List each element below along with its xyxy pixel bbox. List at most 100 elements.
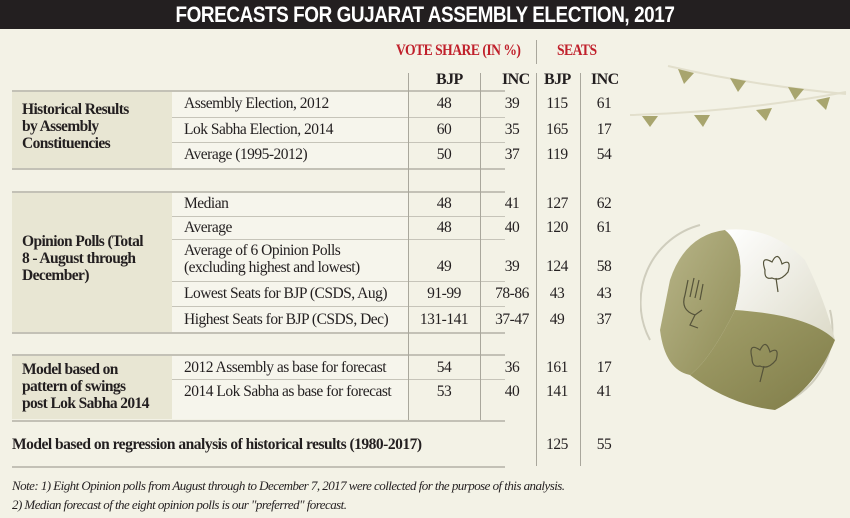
summary-cell-seats-inc: 55 — [596, 436, 612, 453]
header-vote-share: VOTE SHARE (IN %) — [396, 42, 521, 59]
row-divider — [12, 191, 505, 193]
pennant-icon — [642, 116, 658, 127]
cell-vote-inc: 40 — [504, 383, 520, 400]
row-divider — [12, 466, 505, 468]
cell-vote-bjp: 49 — [436, 258, 452, 275]
row-label: Lok Sabha Election, 2014 — [184, 121, 334, 138]
row-divider — [172, 239, 505, 240]
bunting-decoration — [630, 65, 847, 127]
row-label: 2012 Assembly as base for forecast — [184, 359, 387, 376]
cell-vote-bjp: 50 — [436, 146, 452, 163]
row-label-line: Average of 6 Opinion Polls — [184, 242, 341, 259]
cell-seats-bjp: 119 — [546, 146, 568, 163]
cell-seats-bjp: 141 — [546, 383, 568, 400]
group3-rows-bg — [172, 355, 408, 419]
group2-label-cell — [12, 192, 172, 333]
row-divider — [12, 354, 505, 356]
hand-symbol-icon — [683, 277, 704, 329]
pennant-icon — [730, 78, 746, 92]
lotus-symbol-icon — [750, 343, 778, 383]
cell-vote-inc: 39 — [504, 95, 520, 112]
page-title: FORECASTS FOR GUJARAT ASSEMBLY ELECTION,… — [59, 0, 791, 29]
row-label: Lowest Seats for BJP (CSDS, Aug) — [184, 285, 388, 302]
group1-label-cell — [12, 92, 172, 168]
cell-seats-bjp: 115 — [546, 95, 568, 112]
cell-vote-inc: 36 — [504, 359, 520, 376]
cell-vote-bjp: 48 — [436, 95, 452, 112]
cell-seats-bjp: 43 — [549, 285, 565, 302]
group2-label-line: December) — [22, 267, 89, 284]
row-divider — [172, 379, 505, 380]
cell-seats-inc: 17 — [596, 359, 612, 376]
cell-vote-inc: 35 — [504, 121, 520, 138]
group2-label: Opinion Polls (Total 8 - August through … — [22, 233, 144, 284]
column-divider — [580, 90, 581, 466]
cell-vote-inc: 37 — [504, 146, 520, 163]
cell-seats-inc: 61 — [596, 219, 612, 236]
header-divider — [536, 40, 537, 64]
row-divider — [172, 117, 505, 118]
header-divider — [480, 73, 481, 90]
note-line-2: 2) Median forecast of the eight opinion … — [12, 497, 347, 512]
cell-seats-bjp: 124 — [546, 258, 568, 275]
row-divider — [172, 216, 505, 217]
row-label: Median — [184, 195, 229, 212]
cell-vote-bjp: 91-99 — [427, 285, 461, 302]
cell-vote-inc: 37-47 — [495, 311, 529, 328]
group2-label-line: Opinion Polls (Total — [22, 233, 144, 250]
cell-seats-inc: 41 — [596, 383, 612, 400]
cell-seats-bjp: 161 — [546, 359, 568, 376]
group3-label-line: pattern of swings — [22, 378, 126, 395]
group1-rows-bg — [172, 92, 408, 168]
cell-vote-inc: 40 — [504, 219, 520, 236]
cell-seats-inc: 58 — [596, 258, 612, 275]
group3-label-line: post Lok Sabha 2014 — [22, 395, 149, 412]
cell-seats-inc: 37 — [596, 311, 612, 328]
group1-label-line: by Assembly — [22, 118, 99, 135]
note-line-1: Note: 1) Eight Opinion polls from August… — [12, 478, 565, 493]
column-divider — [480, 90, 481, 420]
pennant-icon — [788, 87, 804, 100]
cell-vote-bjp: 48 — [436, 195, 452, 212]
column-divider — [536, 90, 537, 466]
title-bar: FORECASTS FOR GUJARAT ASSEMBLY ELECTION,… — [0, 0, 850, 29]
group3-label-cell — [12, 355, 172, 419]
cell-seats-inc: 62 — [596, 195, 612, 212]
row-label: Average of 6 Opinion Polls (excluding hi… — [184, 242, 360, 276]
dice-illustration — [640, 224, 835, 410]
group2-label-line: 8 - August through — [22, 250, 136, 267]
row-label-line: (excluding highest and lowest) — [184, 259, 360, 276]
pennant-icon — [694, 115, 710, 127]
row-divider — [12, 168, 505, 170]
row-label: Average (1995-2012) — [184, 146, 308, 163]
lotus-symbol-icon — [762, 255, 790, 293]
cell-seats-bjp: 120 — [546, 219, 568, 236]
row-divider — [12, 90, 505, 92]
cell-seats-inc: 54 — [596, 146, 612, 163]
header-divider — [408, 73, 409, 90]
cell-vote-bjp: 48 — [436, 219, 452, 236]
cell-vote-bjp: 60 — [436, 121, 452, 138]
cell-seats-inc: 61 — [596, 95, 612, 112]
cell-vote-bjp: 131-141 — [419, 311, 469, 328]
group1-label: Historical Results by Assembly Constitue… — [22, 101, 129, 152]
header-seats: SEATS — [557, 42, 597, 59]
pennant-icon — [756, 108, 772, 121]
header-divider — [580, 73, 581, 90]
cell-seats-bjp: 165 — [546, 121, 568, 138]
row-divider — [172, 306, 505, 307]
cell-vote-inc: 41 — [504, 195, 520, 212]
cell-seats-inc: 43 — [596, 285, 612, 302]
row-label: Assembly Election, 2012 — [184, 95, 329, 112]
group3-label-line: Model based on — [22, 361, 118, 378]
cell-vote-inc: 78-86 — [495, 285, 529, 302]
dice-face-right — [725, 229, 835, 340]
group2-rows-bg — [172, 192, 408, 333]
pennant-icon — [816, 97, 830, 110]
dice-face-left — [660, 230, 741, 375]
header-seats-inc: INC — [591, 71, 619, 88]
row-label: Highest Seats for BJP (CSDS, Dec) — [184, 311, 389, 328]
header-divider — [536, 73, 537, 90]
header-vote-inc: INC — [502, 71, 530, 88]
cell-seats-bjp: 127 — [546, 195, 568, 212]
